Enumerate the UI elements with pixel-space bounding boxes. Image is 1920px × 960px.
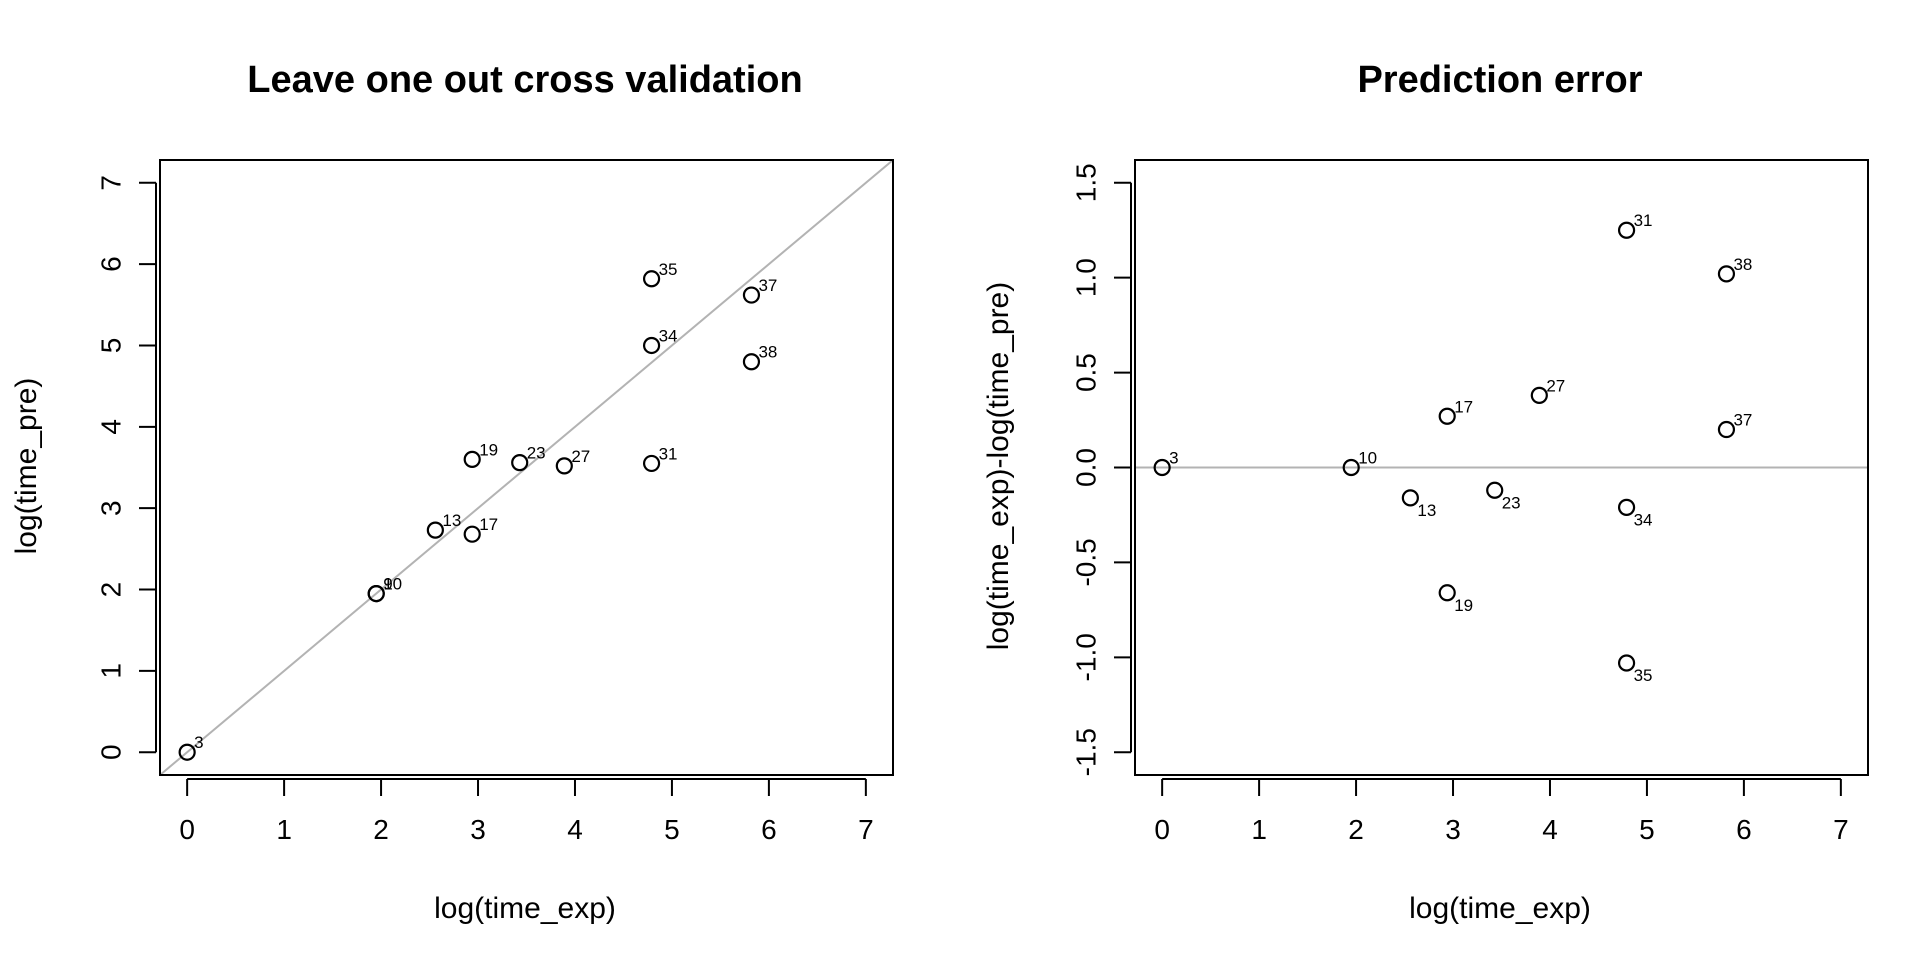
y-axis-label: log(time_pre) [10,378,43,555]
point-label: 19 [479,440,498,459]
prediction-error-panel: Prediction error log(time_exp) log(time_… [982,59,1869,925]
data-point [367,584,385,603]
x-axis-label: log(time_exp) [1409,892,1591,925]
x-tick-label: 0 [1154,814,1170,845]
point-label: 23 [1502,493,1521,512]
point-label: 3 [1169,449,1178,468]
y-tick-label: 6 [96,256,127,272]
y-axis: 0 1 2 3 4 5 6 7 [96,175,157,760]
point-label: 31 [659,444,678,463]
y-tick-label: 1 [96,663,127,679]
chart-title: Leave one out cross validation [247,59,802,101]
point-label: 31 [1634,211,1653,230]
data-point [1617,498,1636,516]
x-tick-label: 4 [567,814,583,845]
x-tick-label: 7 [858,814,874,845]
y-tick-label: 5 [96,338,127,354]
point-label: 35 [1634,666,1653,685]
y-tick-label: 0.0 [1071,448,1102,487]
point-label: 19 [1454,596,1473,615]
data-point [463,525,481,543]
data-points: 3 910 13 17 19 23 27 34 35 31 37 38 [178,260,777,761]
data-point [555,457,573,475]
y-tick-label: 3 [96,500,127,516]
y-tick-label: 2 [96,582,127,598]
point-label: 27 [571,447,590,466]
y-tick-label: -1.0 [1071,633,1102,681]
data-point [1617,221,1636,239]
point-label: 38 [758,343,777,362]
y-axis-label: log(time_exp)-log(time_pre) [982,282,1015,650]
x-tick-label: 5 [1639,814,1655,845]
y-tick-label: 4 [96,419,127,435]
data-point [742,353,761,371]
data-point [1342,458,1360,477]
data-point [463,450,481,468]
data-point [1717,420,1736,439]
data-point [511,454,529,472]
loocv-panel: Leave one out cross validation log(time_… [10,59,894,925]
x-tick-label: 6 [1736,814,1752,845]
point-label: 10 [383,575,402,594]
plot-frame [1134,159,1869,776]
data-point [1401,489,1419,507]
point-label: 9 [383,575,392,594]
x-tick-label: 6 [761,814,777,845]
point-label: 17 [479,515,498,534]
x-axis: 0 1 2 3 4 5 6 7 [1154,778,1849,845]
y-tick-label: 1.0 [1071,258,1102,297]
point-label: 10 [1358,449,1377,468]
point-label: 37 [758,276,777,295]
y-axis: -1.5 -1.0 -0.5 0.0 0.5 1.0 1.5 [1071,163,1132,776]
data-point [1717,265,1736,283]
point-label: 34 [659,326,678,345]
data-point [178,743,196,761]
plot-area: 0 1 2 3 4 5 6 7-1.5-1.0-0.50.00.51.01.53 1013171… [1071,159,1869,845]
data-point [642,336,661,355]
x-tick-label: 2 [1348,814,1364,845]
data-point [642,454,661,473]
x-tick-label: 7 [1833,814,1849,845]
chart-title: Prediction error [1357,59,1642,101]
point-label: 37 [1733,411,1752,430]
y-tick-label: 1.5 [1071,163,1102,202]
data-point [1438,584,1456,602]
point-label: 13 [442,511,461,530]
point-label: 13 [1417,501,1436,520]
data-point [1617,654,1636,672]
y-tick-label: 0 [96,744,127,760]
point-label: 27 [1546,376,1565,395]
x-axis: 0 1 2 3 4 5 6 7 [179,778,874,845]
data-point [1438,407,1456,425]
y-tick-label: 0.5 [1071,353,1102,392]
point-label: 34 [1634,510,1653,529]
x-tick-label: 3 [470,814,486,845]
point-label: 23 [527,444,546,463]
point-label: 3 [194,733,203,752]
point-label: 17 [1454,397,1473,416]
data-point [742,286,761,304]
data-point [426,521,444,539]
x-tick-label: 5 [664,814,680,845]
y-tick-label: -1.5 [1071,728,1102,776]
data-point [1530,386,1548,404]
data-points: 3 10 13 17 19 23 27 31 34 35 37 38 [1153,211,1752,685]
data-point [642,270,661,288]
x-axis-label: log(time_exp) [434,892,616,925]
x-tick-label: 3 [1445,814,1461,845]
y-tick-label: 7 [96,175,127,191]
y-tick-label: -0.5 [1071,538,1102,586]
x-tick-label: 1 [276,814,292,845]
x-tick-label: 2 [373,814,389,845]
plot-frame [159,159,894,776]
point-label: 38 [1733,255,1752,274]
data-point [1486,481,1504,499]
x-tick-label: 1 [1251,814,1267,845]
point-label: 35 [659,260,678,279]
x-tick-label: 4 [1542,814,1558,845]
x-tick-label: 0 [179,814,195,845]
data-point [1153,458,1171,477]
